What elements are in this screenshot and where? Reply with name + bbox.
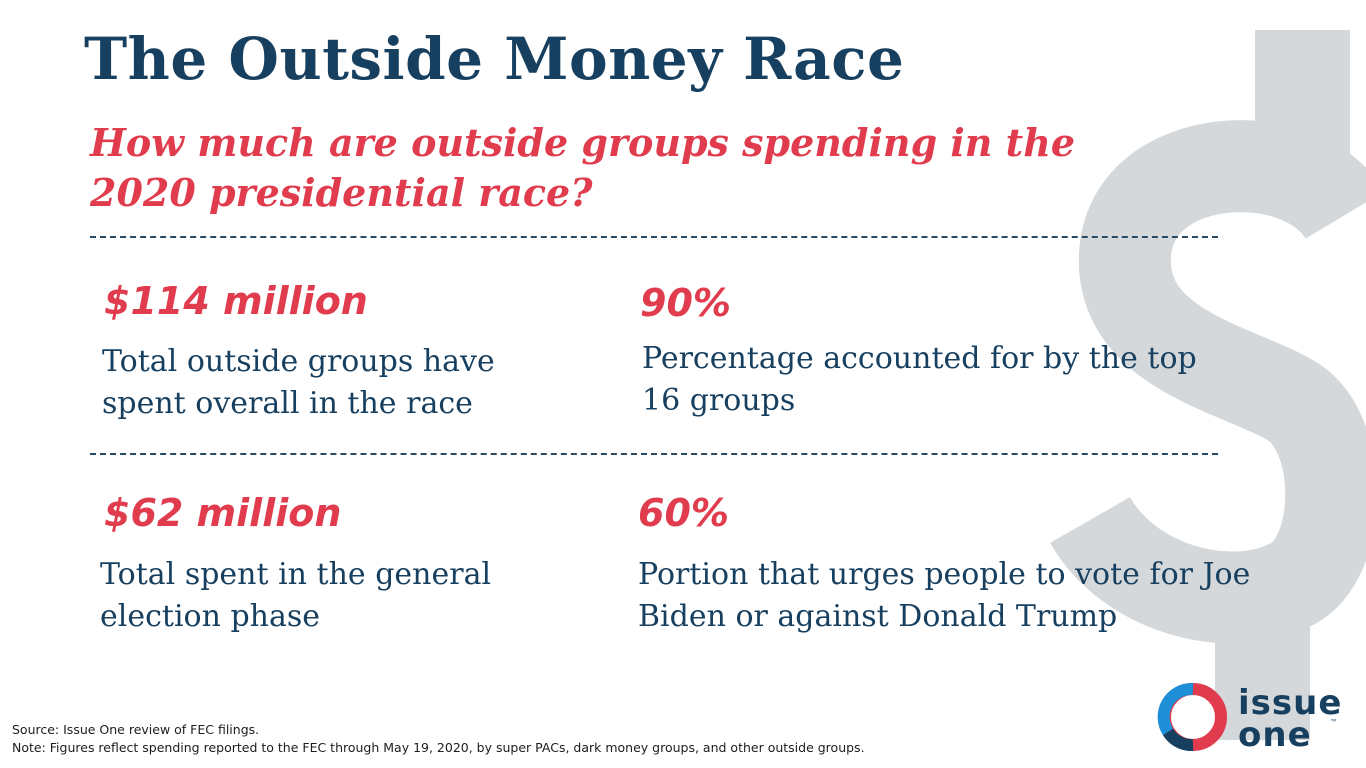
stat-value-general-election: $62 million xyxy=(104,491,342,535)
page-title: The Outside Money Race xyxy=(84,25,905,93)
page-subtitle: How much are outside groups spending in … xyxy=(90,120,1076,215)
stat-description-top-groups-share: Percentage accounted for by the top 16 g… xyxy=(642,341,1197,418)
issue-one-ring-icon xyxy=(1157,682,1227,751)
stat-value-biden-share: 60% xyxy=(638,491,729,535)
stat-value-total-spent: $114 million xyxy=(104,279,368,323)
stat-description-total-spent: Total outside groups have spent overall … xyxy=(102,344,495,421)
source-note: Source: Issue One review of FEC filings. xyxy=(12,722,260,737)
divider-top xyxy=(90,236,1218,238)
logo-trademark: ™ xyxy=(1330,718,1338,727)
logo-word-one: one xyxy=(1238,715,1312,755)
divider-middle xyxy=(90,453,1218,455)
logo-word-issue: issue xyxy=(1238,683,1343,723)
issue-one-logo: issue one ™ xyxy=(1156,680,1356,755)
stat-value-top-groups-share: 90% xyxy=(640,281,731,325)
stat-description-biden-share: Portion that urges people to vote for Jo… xyxy=(638,557,1251,634)
stat-description-general-election: Total spent in the general election phas… xyxy=(100,557,492,634)
methodology-note: Note: Figures reflect spending reported … xyxy=(12,740,865,755)
